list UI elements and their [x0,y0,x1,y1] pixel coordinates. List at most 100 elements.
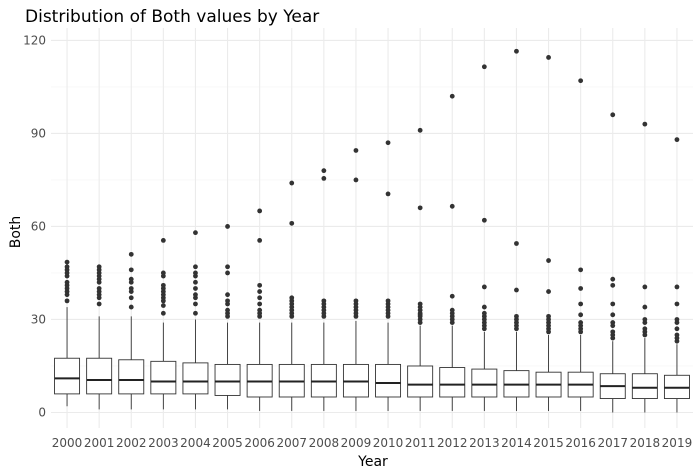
y-tick-label: 0 [38,405,46,419]
x-tick-label: 2000 [52,436,83,450]
x-tick-label: 2007 [276,436,307,450]
outlier-point [160,282,166,288]
outlier-point [353,177,359,183]
box-group [503,48,530,411]
outlier-point [321,298,327,304]
x-tick-label: 2008 [309,436,340,450]
box-group [471,64,498,411]
outlier-point [225,270,230,276]
outlier-point [96,286,102,291]
x-tick-label: 2009 [341,436,372,450]
outlier-point [225,307,230,313]
outlier-point [610,329,616,335]
x-tick-label: 2004 [180,436,211,450]
outlier-point [193,286,198,291]
outlier-point [321,175,327,181]
outlier-point [578,267,584,273]
box-group [214,224,241,410]
x-tick-label: 2017 [597,436,628,450]
outlier-point [257,301,263,307]
x-tick-label: 2013 [469,436,500,450]
x-tick-label: 2005 [212,436,243,450]
outlier-point [225,298,230,304]
outlier-point [610,320,616,325]
outlier-point [642,304,648,310]
outlier-point [578,312,584,318]
chart-title: Distribution of Both values by Year [25,7,319,27]
outlier-point [160,270,166,276]
outlier-point [160,310,166,316]
outlier-point [610,312,616,318]
box-iqr [439,367,466,398]
outlier-point [674,326,680,332]
box-iqr [86,357,113,395]
outlier-point [642,121,648,127]
outlier-point [257,282,263,288]
outlier-point [128,267,134,273]
outlier-point [514,313,519,319]
outlier-point [578,78,584,84]
outlier-point [257,289,263,294]
box-iqr [407,365,434,398]
box-iqr [375,363,402,398]
x-tick-label: 2011 [405,436,436,450]
outlier-point [64,264,70,270]
box-iqr [150,360,177,395]
outlier-point [193,301,198,307]
box-iqr [118,359,145,395]
outlier-point [353,298,359,304]
box-group [118,251,145,410]
outlier-point [417,205,423,211]
outlier-point [674,332,680,338]
outlier-point [96,301,102,307]
outlier-point [481,217,487,223]
outlier-point [417,127,423,133]
outlier-point [128,295,134,301]
y-tick-label: 90 [31,126,46,140]
outlier-point [385,140,391,146]
outlier-point [578,301,584,307]
outlier-point [385,298,391,304]
outlier-point [417,301,423,307]
outlier-point [64,279,70,285]
outlier-point [353,148,359,153]
x-tick-label: 2015 [533,436,564,450]
outlier-point [225,292,230,298]
box-iqr [182,362,209,395]
x-tick-label: 2019 [662,436,693,450]
outlier-point [64,259,70,265]
outlier-point [193,264,198,270]
outlier-point [96,264,102,270]
x-tick-label: 2010 [373,436,404,450]
outlier-point [481,304,487,310]
box-iqr [471,368,498,398]
box-group [663,137,690,413]
y-tick-label: 120 [23,33,46,47]
box-group [150,238,177,410]
y-tick-label: 60 [31,219,46,233]
box-group [310,168,337,411]
box-group [599,112,626,413]
outlier-point [449,293,455,299]
y-axis-ticks: 0 30 60 90 120 [23,33,46,419]
x-tick-label: 2018 [630,436,661,450]
outlier-point [642,326,648,332]
box-group [535,55,562,411]
box-group [86,264,113,410]
box-group [342,148,369,411]
outlier-point [160,238,166,243]
box-group [567,78,594,411]
outlier-point [546,55,551,60]
outlier-point [128,286,134,291]
outlier-point [449,307,455,313]
box-group [182,230,209,410]
outlier-point [128,276,134,282]
outlier-point [193,270,198,276]
outlier-point [610,112,616,118]
outlier-point [610,276,616,282]
outlier-point [514,241,519,246]
x-axis-ticks: 2000 2001 2002 2003 2004 2005 2006 2007 2008 2009… [52,436,692,450]
outlier-point [385,191,391,197]
box-group [278,180,305,411]
outlier-point [642,284,648,290]
